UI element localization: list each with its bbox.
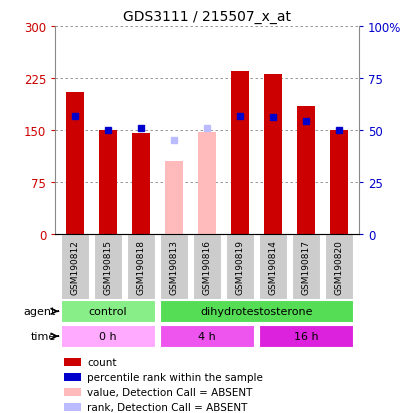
FancyBboxPatch shape (160, 234, 187, 299)
FancyBboxPatch shape (258, 234, 286, 299)
Text: GSM190817: GSM190817 (301, 239, 310, 294)
FancyBboxPatch shape (160, 300, 352, 323)
Bar (329, 131, 347, 234)
FancyBboxPatch shape (160, 325, 253, 348)
FancyBboxPatch shape (61, 325, 155, 348)
Text: agent: agent (24, 306, 56, 316)
Bar (296, 106, 314, 234)
Bar (64, 388, 81, 396)
Text: GSM190820: GSM190820 (334, 239, 343, 294)
Text: GSM190816: GSM190816 (202, 239, 211, 294)
Title: GDS3111 / 215507_x_at: GDS3111 / 215507_x_at (123, 10, 290, 24)
FancyBboxPatch shape (193, 234, 220, 299)
Text: GSM190814: GSM190814 (268, 239, 277, 294)
FancyBboxPatch shape (94, 234, 121, 299)
Text: 0 h: 0 h (99, 331, 117, 342)
Bar (66, 93, 84, 234)
Bar (64, 358, 81, 366)
Bar (263, 75, 281, 234)
Text: dihydrotestosterone: dihydrotestosterone (200, 306, 312, 316)
FancyBboxPatch shape (61, 300, 155, 323)
Text: 16 h: 16 h (293, 331, 317, 342)
Text: GSM190812: GSM190812 (70, 239, 79, 294)
Bar (230, 72, 249, 234)
Bar (164, 161, 183, 234)
Text: GSM190813: GSM190813 (169, 239, 178, 294)
FancyBboxPatch shape (226, 234, 253, 299)
Text: count: count (87, 358, 117, 368)
Text: GSM190818: GSM190818 (136, 239, 145, 294)
FancyBboxPatch shape (127, 234, 155, 299)
Bar (132, 134, 150, 234)
FancyBboxPatch shape (292, 234, 319, 299)
Text: value, Detection Call = ABSENT: value, Detection Call = ABSENT (87, 387, 252, 397)
Text: percentile rank within the sample: percentile rank within the sample (87, 373, 263, 382)
Text: time: time (31, 331, 56, 342)
Text: GSM190819: GSM190819 (235, 239, 244, 294)
Text: GSM190815: GSM190815 (103, 239, 112, 294)
Bar (64, 403, 81, 411)
FancyBboxPatch shape (324, 234, 352, 299)
Text: rank, Detection Call = ABSENT: rank, Detection Call = ABSENT (87, 402, 247, 412)
FancyBboxPatch shape (258, 325, 352, 348)
Bar (64, 373, 81, 382)
FancyBboxPatch shape (61, 234, 89, 299)
Text: control: control (89, 306, 127, 316)
Bar (99, 131, 117, 234)
Bar (198, 133, 216, 234)
Text: 4 h: 4 h (198, 331, 216, 342)
